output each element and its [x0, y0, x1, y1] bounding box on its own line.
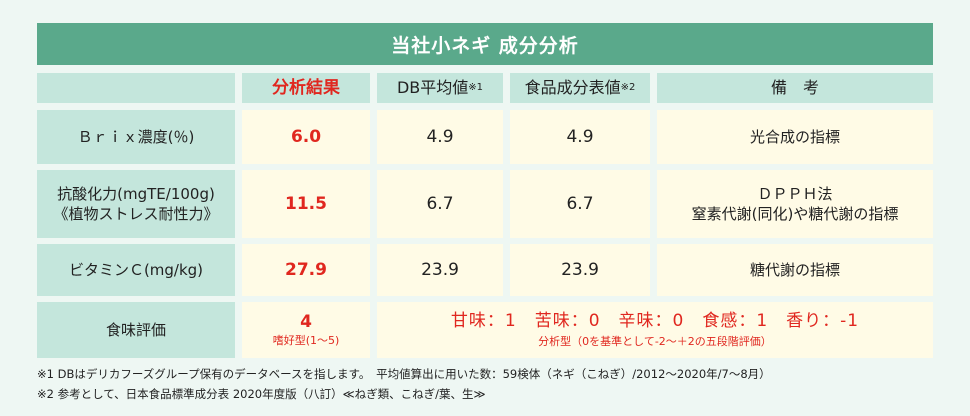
row-label-antioxidant: 抗酸化力(mgTE/100g) 《植物ストレス耐性力》 — [37, 170, 235, 238]
remark-vitamin-c: 糖代謝の指標 — [657, 244, 933, 296]
db-average-vitamin-c: 23.9 — [377, 244, 503, 296]
table-title: 当社小ネギ 成分分析 — [37, 23, 933, 65]
header-blank — [37, 73, 235, 103]
result-antioxidant: 11.5 — [242, 170, 370, 238]
header-remarks: 備 考 — [657, 73, 933, 103]
row-label-taste: 食味評価 — [37, 302, 235, 358]
taste-scores: 甘味：1 苦味：0 辛味：0 食感：1 香り：-1 — [450, 311, 860, 332]
footnote-1: ※1 DBはデリカフーズグループ保有のデータベースを指します。 平均値算出に用い… — [37, 367, 771, 381]
taste-scores-scale: 分析型（0を基準として-2～＋2の五段階評価） — [538, 335, 772, 349]
taste-score-scale: 嗜好型(1～5) — [272, 334, 340, 348]
taste-score: 4 — [300, 312, 312, 333]
result-brix: 6.0 — [242, 110, 370, 164]
header-db-average-note-mark: ※1 — [468, 82, 484, 94]
db-average-brix: 4.9 — [377, 110, 503, 164]
food-table-brix: 4.9 — [510, 110, 650, 164]
row-label-vitamin-c: ビタミンＣ(mg/kg) — [37, 244, 235, 296]
header-result: 分析結果 — [242, 73, 370, 103]
db-average-antioxidant: 6.7 — [377, 170, 503, 238]
result-taste: 4 嗜好型(1～5) — [242, 302, 370, 358]
food-table-antioxidant: 6.7 — [510, 170, 650, 238]
header-food-table-note-mark: ※2 — [620, 82, 636, 94]
taste-breakdown: 甘味：1 苦味：0 辛味：0 食感：1 香り：-1 分析型（0を基準として-2～… — [377, 302, 933, 358]
remark-brix: 光合成の指標 — [657, 110, 933, 164]
header-db-average: DB平均値 ※1 — [377, 73, 503, 103]
row-label-brix: Ｂｒｉｘ濃度(％) — [37, 110, 235, 164]
footnote-2: ※2 参考として、日本食品標準成分表 2020年度版（八訂）≪ねぎ類、こねぎ/葉… — [37, 387, 486, 401]
result-vitamin-c: 27.9 — [242, 244, 370, 296]
food-table-vitamin-c: 23.9 — [510, 244, 650, 296]
remark-antioxidant: ＤＰＰＨ法 窒素代謝(同化)や糖代謝の指標 — [657, 170, 933, 238]
header-food-table: 食品成分表値 ※2 — [510, 73, 650, 103]
